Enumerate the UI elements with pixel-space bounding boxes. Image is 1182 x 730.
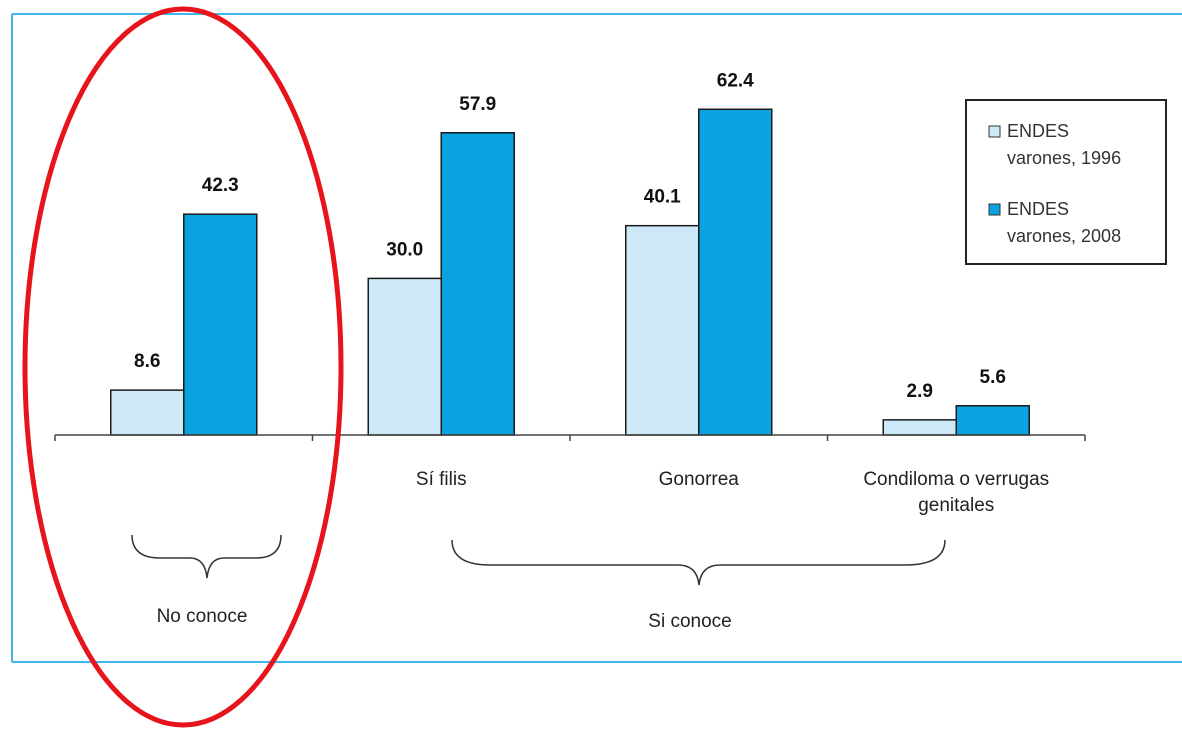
bar-1996-2 — [625, 224, 700, 436]
bar-2008-0 — [183, 213, 258, 436]
brace-si-conoce — [451, 539, 946, 586]
bar-1996-0 — [110, 389, 185, 436]
data-label-2008-1: 57.9 — [459, 94, 496, 115]
group-label-no-conoce: No conoce — [157, 606, 248, 627]
category-label-3-line1: Condiloma o verrugas — [863, 469, 1049, 490]
data-label-1996-3: 2.9 — [907, 381, 933, 402]
legend-swatch-1996 — [988, 125, 1001, 138]
bar-1996-3 — [882, 419, 957, 436]
legend: ENDES varones, 1996 ENDES varones, 2008 — [965, 99, 1167, 265]
legend-label-1996-line2: varones, 1996 — [1007, 148, 1121, 168]
data-label-2008-3: 5.6 — [980, 367, 1006, 388]
bars-layer — [110, 108, 1030, 436]
brace-no-conoce — [131, 534, 282, 579]
data-label-2008-2: 62.4 — [717, 70, 754, 91]
data-label-1996-1: 30.0 — [386, 239, 423, 260]
bar-1996-1 — [367, 277, 442, 436]
category-labels-layer: Sí filis Gonorrea Condiloma o verrugas geni… — [416, 469, 1049, 516]
data-label-1996-0: 8.6 — [134, 351, 160, 372]
legend-label-1996-line1: ENDES — [1007, 121, 1069, 141]
data-label-2008-0: 42.3 — [202, 175, 239, 196]
value-labels-layer: 8.6 42.3 30.0 57.9 40.1 62.4 2.9 5.6 — [134, 70, 1006, 402]
highlight-ellipse — [22, 6, 344, 728]
x-axis-ticks — [54, 435, 1086, 441]
category-label-2: Gonorrea — [659, 469, 740, 490]
bar-2008-2 — [698, 108, 773, 436]
legend-label-2008-line1: ENDES — [1007, 199, 1069, 219]
bar-2008-1 — [440, 132, 515, 436]
bar-2008-3 — [955, 405, 1030, 436]
data-label-1996-2: 40.1 — [644, 187, 681, 208]
legend-label-2008-line2: varones, 2008 — [1007, 226, 1121, 246]
legend-swatch-2008 — [988, 203, 1001, 216]
group-label-si-conoce: Si conoce — [648, 611, 731, 632]
category-label-1: Sí filis — [416, 469, 467, 490]
category-label-3-line2: genitales — [918, 495, 994, 516]
